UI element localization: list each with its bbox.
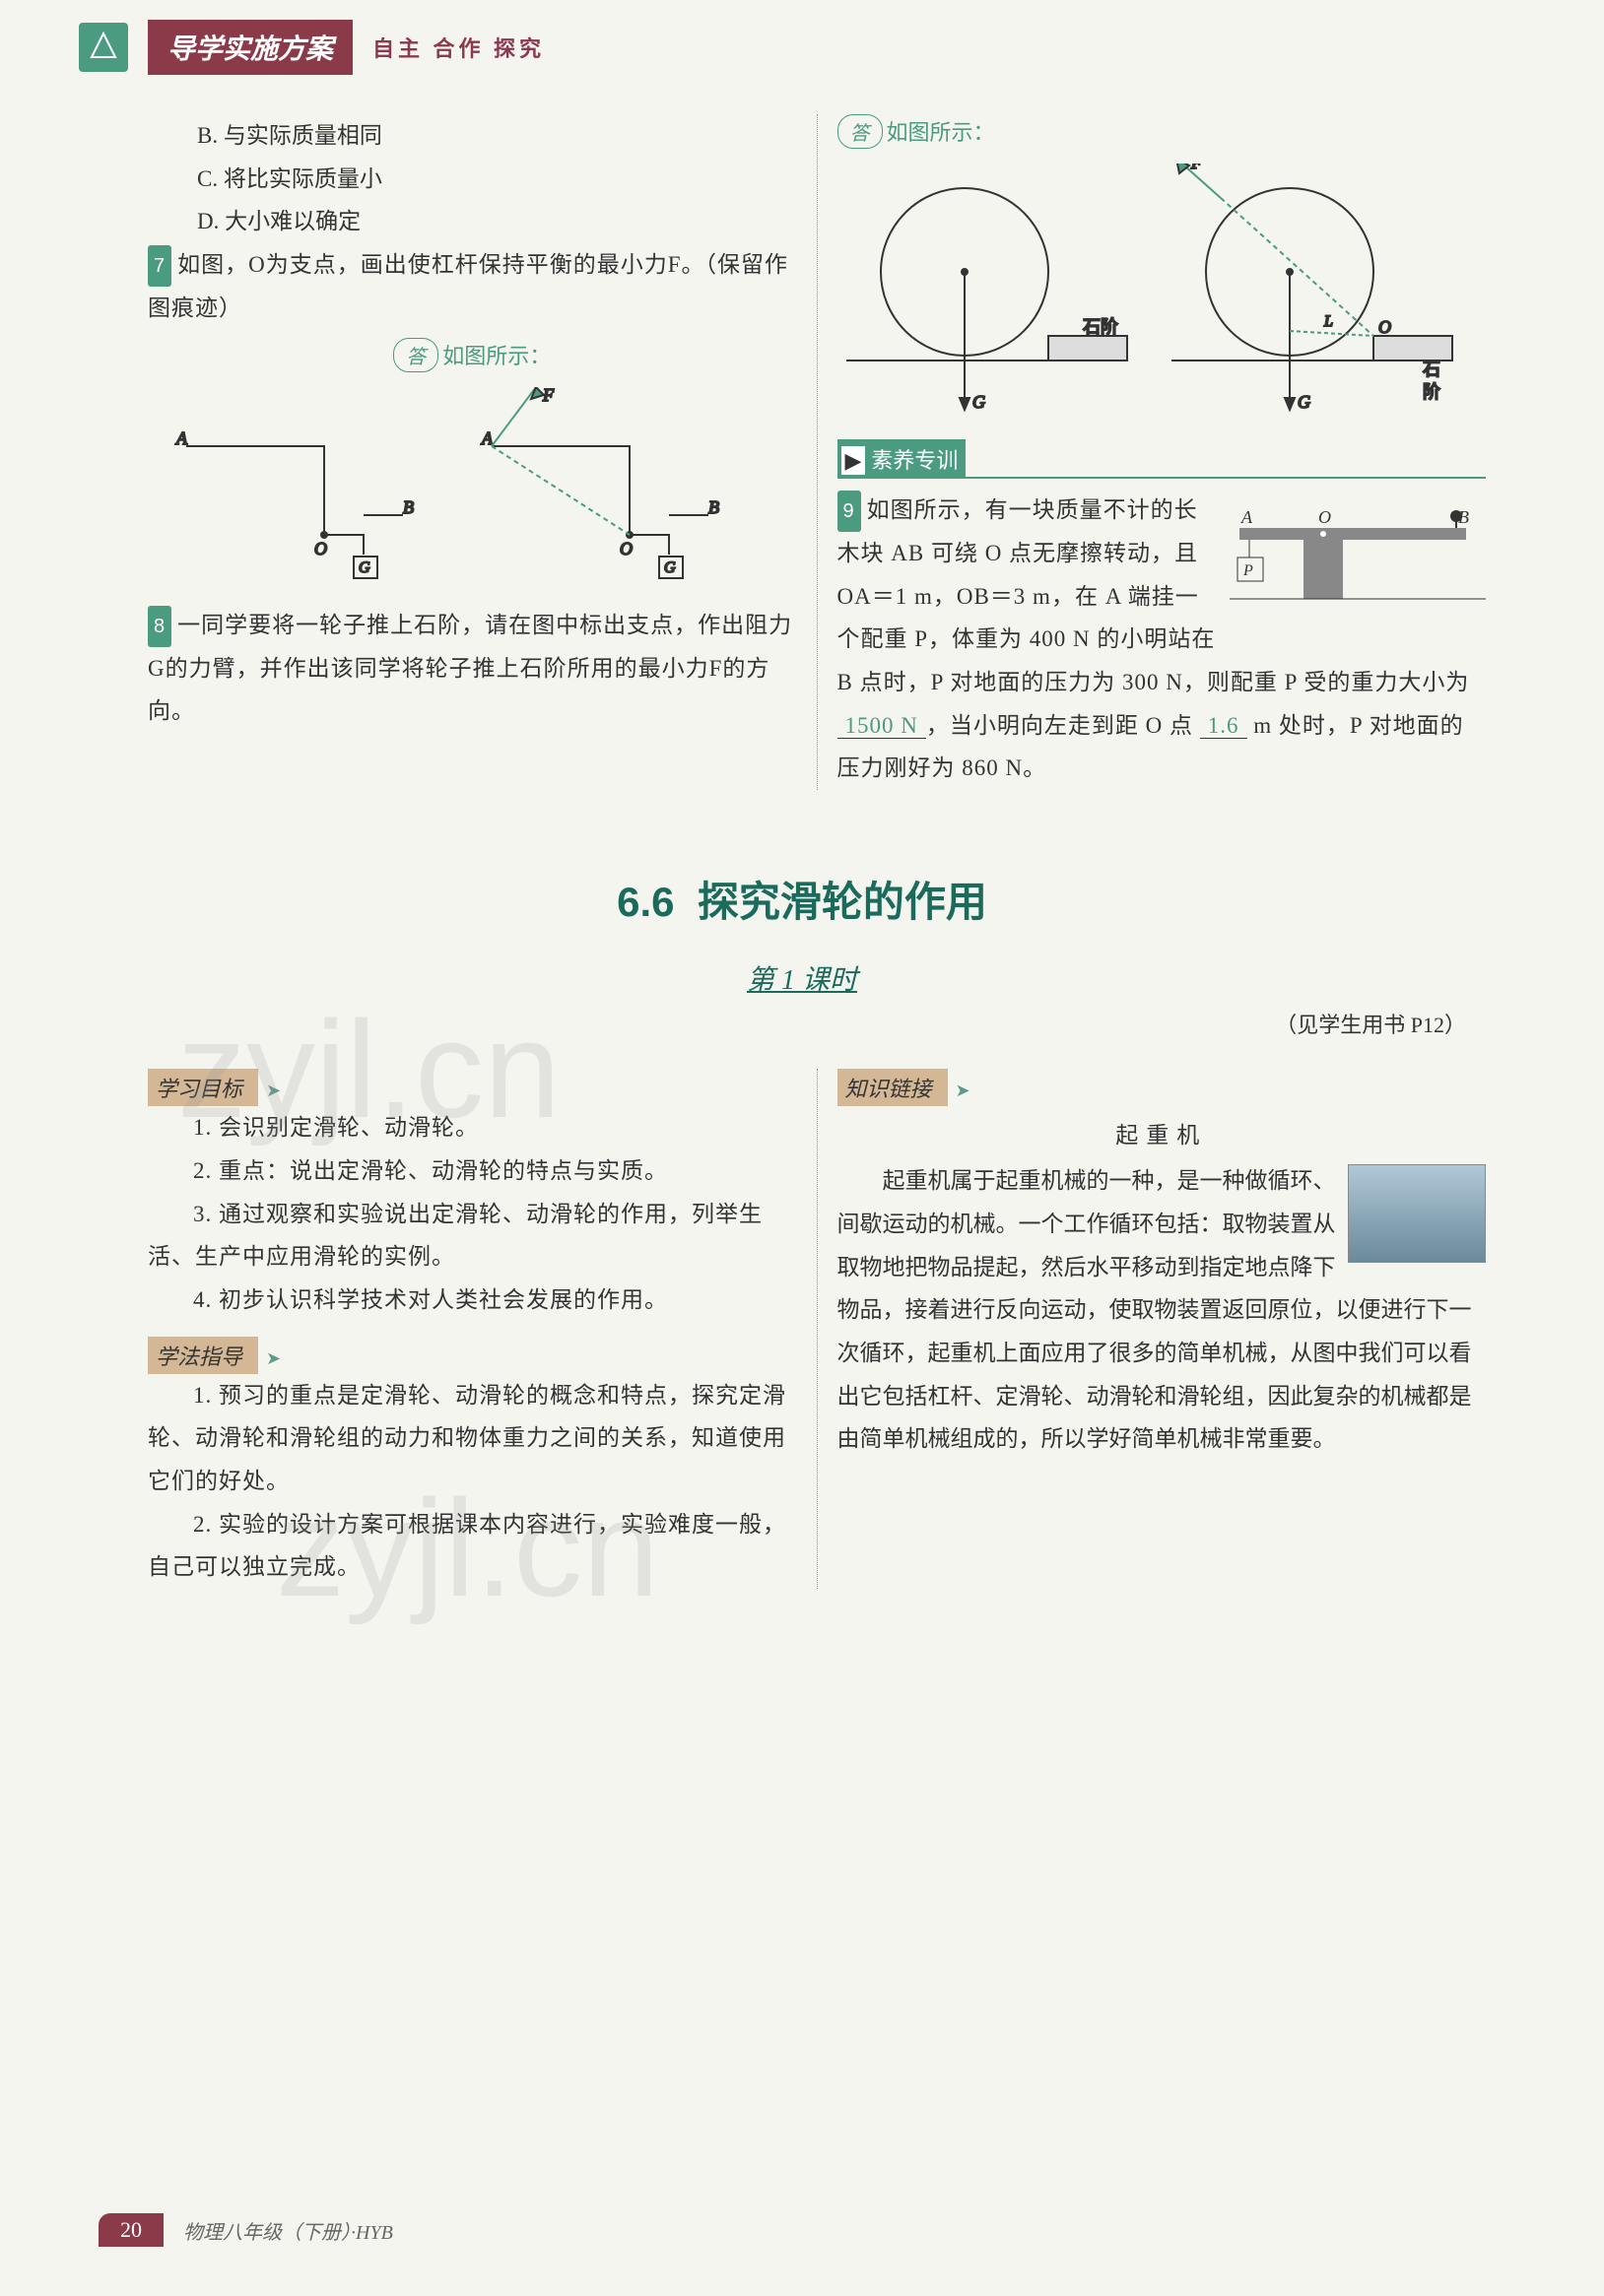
- method-2: 2. 实验的设计方案可根据课本内容进行，实验难度一般，自己可以独立完成。: [148, 1503, 797, 1589]
- svg-text:F: F: [1190, 164, 1203, 172]
- svg-text:G: G: [359, 559, 370, 576]
- goals-label: 学习目标: [148, 1069, 258, 1106]
- q8-text: 一同学要将一轮子推上石阶，请在图中标出支点，作出阻力G的力臂，并作出该同学将轮子…: [148, 613, 792, 724]
- lesson-label: 第 1 课时: [0, 958, 1604, 998]
- knowledge-text: 起重机属于起重机械的一种，是一种做循环、间歇运动的机械。一个工作循环包括：取物装…: [837, 1159, 1487, 1461]
- chapter-number: 6.6: [617, 879, 674, 925]
- wheel-diagram: 石阶 G 石 阶 G: [837, 164, 1487, 425]
- knowledge-header: 知识链接 ➤: [837, 1069, 1487, 1106]
- svg-text:O: O: [620, 539, 633, 558]
- syztx-section: 素养专训: [837, 439, 1487, 479]
- svg-text:石: 石: [1423, 360, 1440, 379]
- q9-blank2: 1.6: [1200, 713, 1247, 739]
- svg-text:B: B: [708, 497, 719, 517]
- chapter-name: 探究滑轮的作用: [698, 879, 987, 925]
- lower-section: zyjl.cn zyjl.cn 学习目标➤ 1. 会识别定滑轮、动滑轮。 2. …: [0, 1069, 1604, 1589]
- question-7: 7如图，O为支点，画出使杠杆保持平衡的最小力F。（保留作图痕迹）: [148, 243, 797, 330]
- goal-3: 3. 通过观察和实验说出定滑轮、动滑轮的作用，列举生活、生产中应用滑轮的实例。: [148, 1193, 797, 1279]
- option-c: C. 将比实际质量小: [148, 158, 797, 201]
- logo-icon: [79, 23, 128, 72]
- footer-text: 物理八年级（下册）·HYB: [183, 2216, 393, 2245]
- page-ref: （见学生用书 P12）: [0, 1008, 1604, 1039]
- lever-diagram: A O B G A O B: [148, 387, 797, 589]
- q8-number: 8: [148, 606, 171, 647]
- svg-text:O: O: [1318, 507, 1332, 527]
- upper-content: B. 与实际质量相同 C. 将比实际质量小 D. 大小难以确定 7如图，O为支点…: [0, 95, 1604, 829]
- q7-text: 如图，O为支点，画出使杠杆保持平衡的最小力F。（保留作图痕迹）: [148, 252, 788, 320]
- right-column: 答 如图所示： 石阶 G: [818, 114, 1506, 790]
- methods-label: 学法指导: [148, 1337, 258, 1374]
- q8-answer-row: 答 如图所示：: [837, 114, 1487, 149]
- chapter-title: 6.6 探究滑轮的作用: [0, 869, 1604, 929]
- lower-right-column: 知识链接 ➤ 起重机 起重机属于起重机械的一种，是一种做循环、间歇运动的机械。一个…: [818, 1069, 1506, 1589]
- answer-label-icon: 答: [837, 114, 883, 149]
- page-number: 20: [99, 2213, 164, 2247]
- left-column: B. 与实际质量相同 C. 将比实际质量小 D. 大小难以确定 7如图，O为支点…: [128, 114, 817, 790]
- svg-text:阶: 阶: [1423, 382, 1440, 402]
- goal-2: 2. 重点：说出定滑轮、动滑轮的特点与实质。: [148, 1149, 797, 1193]
- goal-4: 4. 初步认识科学技术对人类社会发展的作用。: [148, 1279, 797, 1322]
- question-9: A O B P 9如图所示，有一块质量不计的长木块 AB 可绕 O 点无摩擦转动…: [837, 489, 1487, 790]
- q9-blank1: 1500 N: [837, 713, 926, 739]
- svg-text:F: F: [542, 387, 555, 405]
- crane-image: [1348, 1164, 1486, 1263]
- method-1: 1. 预习的重点是定滑轮、动滑轮的概念和特点，探究定滑轮、动滑轮和滑轮组的动力和…: [148, 1374, 797, 1503]
- svg-text:石阶: 石阶: [1083, 317, 1118, 337]
- svg-text:B: B: [403, 497, 414, 517]
- question-8: 8一同学要将一轮子推上石阶，请在图中标出支点，作出阻力G的力臂，并作出该同学将轮…: [148, 604, 797, 733]
- footer: 20 物理八年级（下册）·HYB: [99, 2213, 393, 2247]
- q8-answer-text: 如图所示：: [887, 120, 995, 145]
- seesaw-diagram: A O B P: [1230, 489, 1486, 622]
- goal-1: 1. 会识别定滑轮、动滑轮。: [148, 1106, 797, 1149]
- header-title: 导学实施方案: [148, 20, 353, 75]
- svg-text:A: A: [1240, 507, 1253, 527]
- option-b: B. 与实际质量相同: [148, 114, 797, 158]
- q7-number: 7: [148, 245, 171, 287]
- svg-text:O: O: [1378, 317, 1391, 337]
- svg-text:G: G: [664, 559, 676, 576]
- arrow-icon: ➤: [266, 1081, 281, 1100]
- knowledge-title: 起重机: [837, 1116, 1487, 1149]
- lower-left-column: 学习目标 ➤ 1. 会识别定滑轮、动滑轮。 2. 重点：说出定滑轮、动滑轮的特点与…: [128, 1069, 817, 1589]
- arrow-icon: ➤: [956, 1081, 970, 1100]
- svg-text:G: G: [972, 392, 985, 412]
- q7-answer-row: 答 如图所示：: [148, 338, 797, 372]
- answer-label-icon: 答: [393, 338, 438, 372]
- methods-header: 学法指导 ➤: [148, 1337, 797, 1374]
- svg-text:G: G: [1298, 392, 1310, 412]
- arrow-icon: ➤: [266, 1348, 281, 1368]
- svg-text:L: L: [1323, 313, 1333, 330]
- header-bar: 导学实施方案 自主 合作 探究: [0, 0, 1604, 95]
- svg-text:P: P: [1242, 562, 1254, 579]
- goals-header: 学习目标 ➤: [148, 1069, 797, 1106]
- option-d: D. 大小难以确定: [148, 200, 797, 243]
- q7-answer-text: 如图所示：: [442, 344, 551, 368]
- syztx-label: 素养专训: [837, 439, 967, 479]
- svg-text:O: O: [314, 539, 327, 558]
- q9-text2: ，当小明向左走到距 O 点: [926, 713, 1193, 738]
- q9-number: 9: [837, 491, 861, 532]
- header-subtitle: 自主 合作 探究: [372, 32, 545, 63]
- knowledge-label: 知识链接: [837, 1069, 948, 1106]
